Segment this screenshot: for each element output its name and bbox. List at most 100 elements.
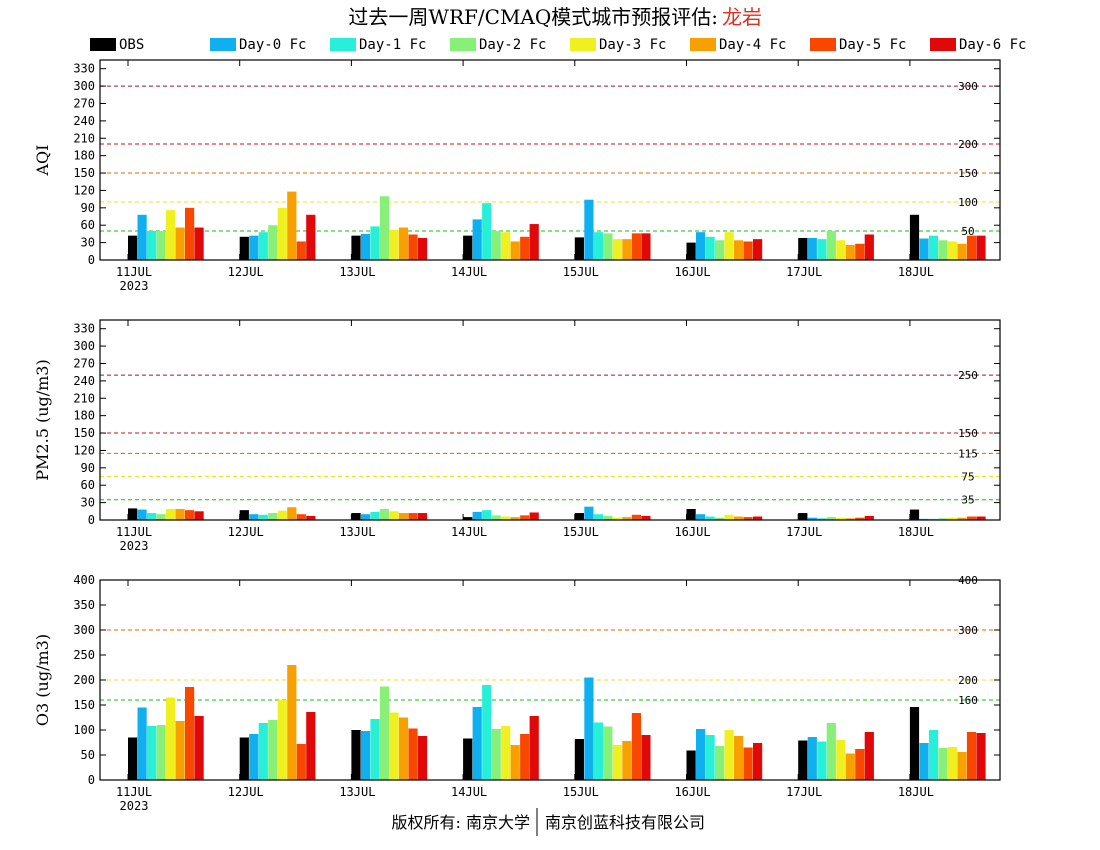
footer-company: 南京创蓝科技有限公司 — [545, 813, 705, 832]
bar-day-3-fc-11jul — [166, 508, 176, 520]
y-tick-label: 240 — [73, 114, 95, 128]
bar-day-0-fc-15jul — [584, 506, 594, 520]
legend-swatch-7 — [930, 38, 956, 51]
bar-obs-13jul — [351, 730, 361, 780]
y-tick-label: 350 — [73, 598, 95, 612]
bar-day-4-fc-12jul — [287, 665, 297, 780]
x-year-label: 2023 — [120, 279, 149, 293]
reference-label-75: 75 — [961, 471, 974, 484]
legend-label-2: Day-1 Fc — [359, 37, 426, 53]
bar-day-6-fc-11jul — [194, 716, 204, 780]
legend-label-6: Day-5 Fc — [839, 37, 906, 53]
bar-day-2-fc-11jul — [156, 725, 166, 780]
bar-day-0-fc-15jul — [584, 199, 594, 260]
bar-day-0-fc-14jul — [472, 511, 482, 520]
bar-day-1-fc-17jul — [817, 518, 827, 520]
bar-day-3-fc-18jul — [947, 241, 958, 260]
y-tick-label: 0 — [88, 513, 95, 527]
bar-day-3-fc-16jul — [724, 232, 734, 260]
y-tick-label: 50 — [81, 748, 95, 762]
footer-copyright: 版权所有: 南京大学 — [392, 813, 530, 832]
bar-obs-15jul — [574, 513, 584, 520]
bar-day-5-fc-15jul — [631, 713, 641, 780]
bar-day-4-fc-16jul — [734, 240, 744, 260]
bar-day-4-fc-17jul — [845, 518, 855, 520]
bar-day-3-fc-17jul — [836, 240, 846, 260]
bar-obs-11jul — [128, 508, 138, 520]
legend: OBS Day-0 Fc Day-1 Fc Day-2 Fc Day-3 Fc Day-4… — [90, 37, 1026, 53]
bar-day-4-fc-18jul — [957, 517, 967, 520]
x-tick-label-17jul: 17JUL — [786, 785, 822, 799]
bar-obs-12jul — [239, 510, 249, 520]
bar-day-4-fc-18jul — [957, 752, 967, 780]
bar-day-2-fc-15jul — [603, 726, 613, 780]
title-city: 龙岩 — [722, 5, 762, 29]
bar-day-5-fc-17jul — [855, 243, 865, 260]
bar-day-5-fc-16jul — [743, 517, 753, 520]
bar-day-5-fc-15jul — [631, 233, 641, 260]
bar-day-6-fc-15jul — [641, 735, 651, 780]
x-tick-label-17jul: 17JUL — [786, 525, 822, 539]
panel-1: 250 150 115 75 35 0 30 60 90 120 150 180 210 240 270 30… — [33, 319, 1001, 553]
x-tick-label-12jul: 12JUL — [228, 525, 264, 539]
bar-day-4-fc-11jul — [175, 721, 185, 780]
bar-day-1-fc-12jul — [258, 723, 268, 780]
bar-day-3-fc-11jul — [166, 210, 176, 260]
reference-label-150: 150 — [958, 427, 978, 440]
bar-day-5-fc-12jul — [296, 744, 306, 780]
x-tick-label-12jul: 12JUL — [228, 265, 264, 279]
bar-day-2-fc-17jul — [826, 231, 836, 260]
bar-day-5-fc-14jul — [520, 734, 530, 780]
bar-day-1-fc-16jul — [705, 735, 715, 780]
reference-label-100: 100 — [958, 196, 978, 209]
bar-day-1-fc-15jul — [593, 722, 603, 780]
x-tick-label-14jul: 14JUL — [451, 785, 487, 799]
bar-day-4-fc-18jul — [957, 243, 967, 260]
bar-day-6-fc-12jul — [306, 515, 316, 520]
bar-obs-12jul — [239, 737, 249, 780]
bar-day-3-fc-18jul — [947, 747, 958, 780]
figure-title: 过去一周WRF/CMAQ模式城市预报评估: 龙岩 — [348, 5, 762, 29]
bar-day-6-fc-14jul — [529, 716, 539, 780]
y-tick-label: 400 — [73, 573, 95, 587]
bar-day-1-fc-17jul — [817, 741, 827, 780]
y-tick-label: 60 — [81, 478, 95, 492]
y-tick-label: 180 — [73, 149, 95, 163]
bar-day-3-fc-16jul — [724, 514, 734, 520]
bar-day-6-fc-11jul — [194, 227, 204, 260]
bar-obs-14jul — [463, 738, 473, 780]
bar-day-1-fc-17jul — [817, 239, 827, 260]
y-tick-label: 60 — [81, 218, 95, 232]
bar-day-2-fc-14jul — [491, 515, 501, 520]
bar-day-5-fc-18jul — [966, 235, 977, 260]
bar-day-0-fc-18jul — [919, 743, 929, 780]
bar-day-4-fc-17jul — [845, 244, 855, 260]
bar-day-6-fc-11jul — [194, 511, 204, 520]
y-axis-label: AQI — [33, 145, 52, 177]
y-tick-label: 150 — [73, 426, 95, 440]
bar-day-2-fc-13jul — [379, 686, 390, 780]
bar-obs-11jul — [128, 235, 138, 260]
bar-day-0-fc-13jul — [360, 731, 371, 780]
x-tick-label-15jul: 15JUL — [563, 785, 599, 799]
bar-day-0-fc-15jul — [584, 677, 594, 780]
y-tick-label: 90 — [81, 461, 95, 475]
bar-obs-18jul — [909, 707, 920, 780]
bar-day-0-fc-13jul — [360, 233, 371, 260]
y-tick-label: 270 — [73, 356, 95, 370]
bar-day-4-fc-11jul — [175, 508, 185, 520]
bar-day-4-fc-13jul — [398, 513, 409, 520]
bar-day-2-fc-14jul — [491, 729, 501, 780]
y-axis-label: O3 (ug/m3) — [33, 634, 52, 726]
y-tick-label: 120 — [73, 443, 95, 457]
reference-label-200: 200 — [958, 138, 978, 151]
y-tick-label: 300 — [73, 623, 95, 637]
bar-day-4-fc-13jul — [398, 717, 409, 780]
bar-day-6-fc-17jul — [864, 234, 874, 260]
bar-day-5-fc-16jul — [743, 241, 753, 260]
bar-day-3-fc-17jul — [836, 517, 846, 520]
y-tick-label: 120 — [73, 183, 95, 197]
bar-day-4-fc-15jul — [622, 239, 632, 260]
bar-day-3-fc-11jul — [166, 697, 176, 780]
panel-2: 40030020016005010015020025030035040011JU… — [33, 573, 1001, 813]
